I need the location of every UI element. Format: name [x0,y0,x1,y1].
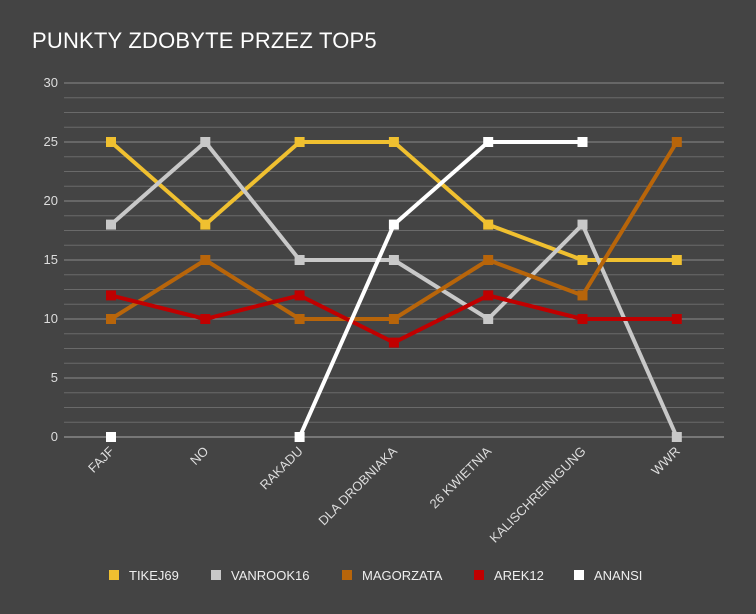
y-tick-label: 25 [44,134,58,149]
series-group [106,137,682,324]
data-point-marker [200,314,211,324]
data-point-marker [577,290,588,301]
y-tick-label: 5 [51,370,58,385]
series-group [106,137,682,265]
data-point-marker [294,255,305,265]
x-tick-label: DLA DROBNIAKA [315,443,400,528]
data-point-marker [106,432,116,442]
data-point-marker [106,219,116,230]
data-point-marker [388,255,399,265]
y-tick-label: 30 [44,75,58,90]
series-lines [106,137,682,442]
y-tick-label: 10 [44,311,58,326]
chart-title: PUNKTY ZDOBYTE PRZEZ TOP5 [32,28,377,53]
data-point-marker [671,432,682,442]
data-point-marker [671,255,682,265]
data-point-marker [388,137,399,147]
legend-label: MAGORZATA [362,568,443,583]
data-point-marker [294,314,305,324]
x-axis-ticks: FAJF NO RAKADU DLA DROBNIAKA 26 KWIETNIAKALI… [85,443,683,545]
data-point-marker [388,314,399,324]
legend-swatch [474,570,484,580]
data-point-marker [577,219,588,230]
legend-label: ANANSI [594,568,642,583]
data-point-marker [106,314,116,324]
data-point-marker [483,219,494,230]
legend-swatch [211,570,221,580]
data-point-marker [294,137,305,147]
x-tick-label: RAKADU [257,444,306,493]
data-point-marker [483,137,494,147]
data-point-marker [200,137,211,147]
data-point-marker [106,137,116,147]
data-point-marker [294,290,305,301]
data-point-marker [577,255,588,265]
legend-swatch [342,570,352,580]
data-point-marker [577,314,588,324]
x-tick-label: FAJF [85,443,117,475]
data-point-marker [483,255,494,265]
grid-lines [64,82,724,438]
series-group [106,137,682,442]
data-point-marker [388,219,399,230]
legend-label: VANROOK16 [231,568,310,583]
x-tick-label: WWR [648,444,683,479]
legend-label: AREK12 [494,568,544,583]
y-tick-label: 0 [51,429,58,444]
y-axis-ticks: 0 5 10 15 20 25 30 [44,75,58,444]
x-tick-label: 26 KWIETNIA [426,443,494,511]
data-point-marker [106,290,116,301]
series-group [106,137,588,442]
y-tick-label: 20 [44,193,58,208]
data-point-marker [483,314,494,324]
data-point-marker [200,255,211,265]
data-point-marker [671,314,682,324]
x-tick-label: NO [187,444,211,468]
series-group [106,290,682,348]
data-point-marker [388,337,399,348]
legend-swatch [574,570,584,580]
legend-label: TIKEJ69 [129,568,179,583]
data-point-marker [577,137,588,147]
data-point-marker [200,219,211,230]
x-tick-label: KALISCHREINIGUNG [487,444,589,546]
series-line [297,140,583,438]
data-point-marker [483,290,494,301]
legend: TIKEJ69 VANROOK16 MAGORZATA AREK12 ANANSI [109,568,642,583]
legend-swatch [109,570,119,580]
data-point-marker [671,137,682,147]
data-point-marker [294,432,305,442]
y-tick-label: 15 [44,252,58,267]
